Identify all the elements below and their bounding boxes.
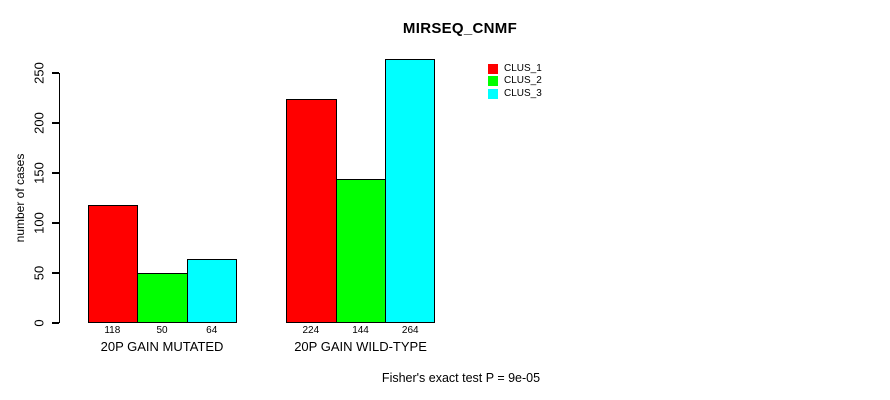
legend-swatch-clus_3 bbox=[488, 88, 498, 99]
y-tick-label: 0 bbox=[31, 319, 47, 327]
y-tick-label: 200 bbox=[31, 112, 47, 134]
legend-swatch-clus_2 bbox=[488, 76, 498, 87]
legend-swatch-clus_1 bbox=[488, 64, 498, 74]
y-axis-tick bbox=[52, 272, 59, 274]
y-axis-tick bbox=[52, 172, 59, 174]
chart-title: MIRSEQ_CNMF bbox=[402, 20, 518, 37]
y-axis-tick bbox=[52, 322, 59, 324]
y-axis-label: number of cases bbox=[13, 153, 27, 243]
annotation-text: Fisher's exact test P = 9e-05 bbox=[381, 371, 541, 385]
bar-clus_2-group1 bbox=[137, 273, 188, 323]
bar-clus_3-group1 bbox=[186, 259, 237, 323]
y-tick-label: 150 bbox=[31, 162, 47, 184]
bar-value-label: 144 bbox=[352, 325, 369, 336]
legend-row: CLUS_1 bbox=[488, 64, 542, 74]
y-tick-label: 100 bbox=[31, 212, 47, 234]
bar-value-label: 118 bbox=[104, 325, 121, 336]
legend-label: CLUS_3 bbox=[504, 87, 542, 99]
category-label: 20P GAIN WILD-TYPE bbox=[294, 339, 427, 354]
legend-row: CLUS_2 bbox=[488, 75, 542, 87]
legend-label: CLUS_1 bbox=[504, 63, 542, 74]
bar-value-label: 64 bbox=[206, 325, 218, 336]
bar-value-label: 50 bbox=[156, 325, 168, 336]
bar-clus_1-group2 bbox=[286, 99, 337, 323]
bar-value-label: 264 bbox=[401, 325, 419, 336]
bar-clus_3-group2 bbox=[385, 59, 436, 323]
y-axis-line bbox=[59, 73, 61, 323]
legend: CLUS_1 CLUS_2 CLUS_3 bbox=[488, 64, 542, 101]
bar-value-label: 224 bbox=[302, 325, 320, 336]
y-tick-label: 250 bbox=[31, 62, 47, 84]
bar-clus_1-group1 bbox=[87, 205, 139, 323]
bar-clus_2-group2 bbox=[335, 179, 387, 323]
legend-label: CLUS_2 bbox=[504, 75, 542, 87]
category-label: 20P GAIN MUTATED bbox=[100, 339, 224, 354]
y-tick-label: 50 bbox=[31, 265, 47, 281]
y-axis-tick bbox=[52, 222, 59, 224]
legend-row: CLUS_3 bbox=[488, 87, 542, 99]
y-axis-tick bbox=[52, 72, 59, 74]
y-axis-tick bbox=[52, 122, 59, 124]
